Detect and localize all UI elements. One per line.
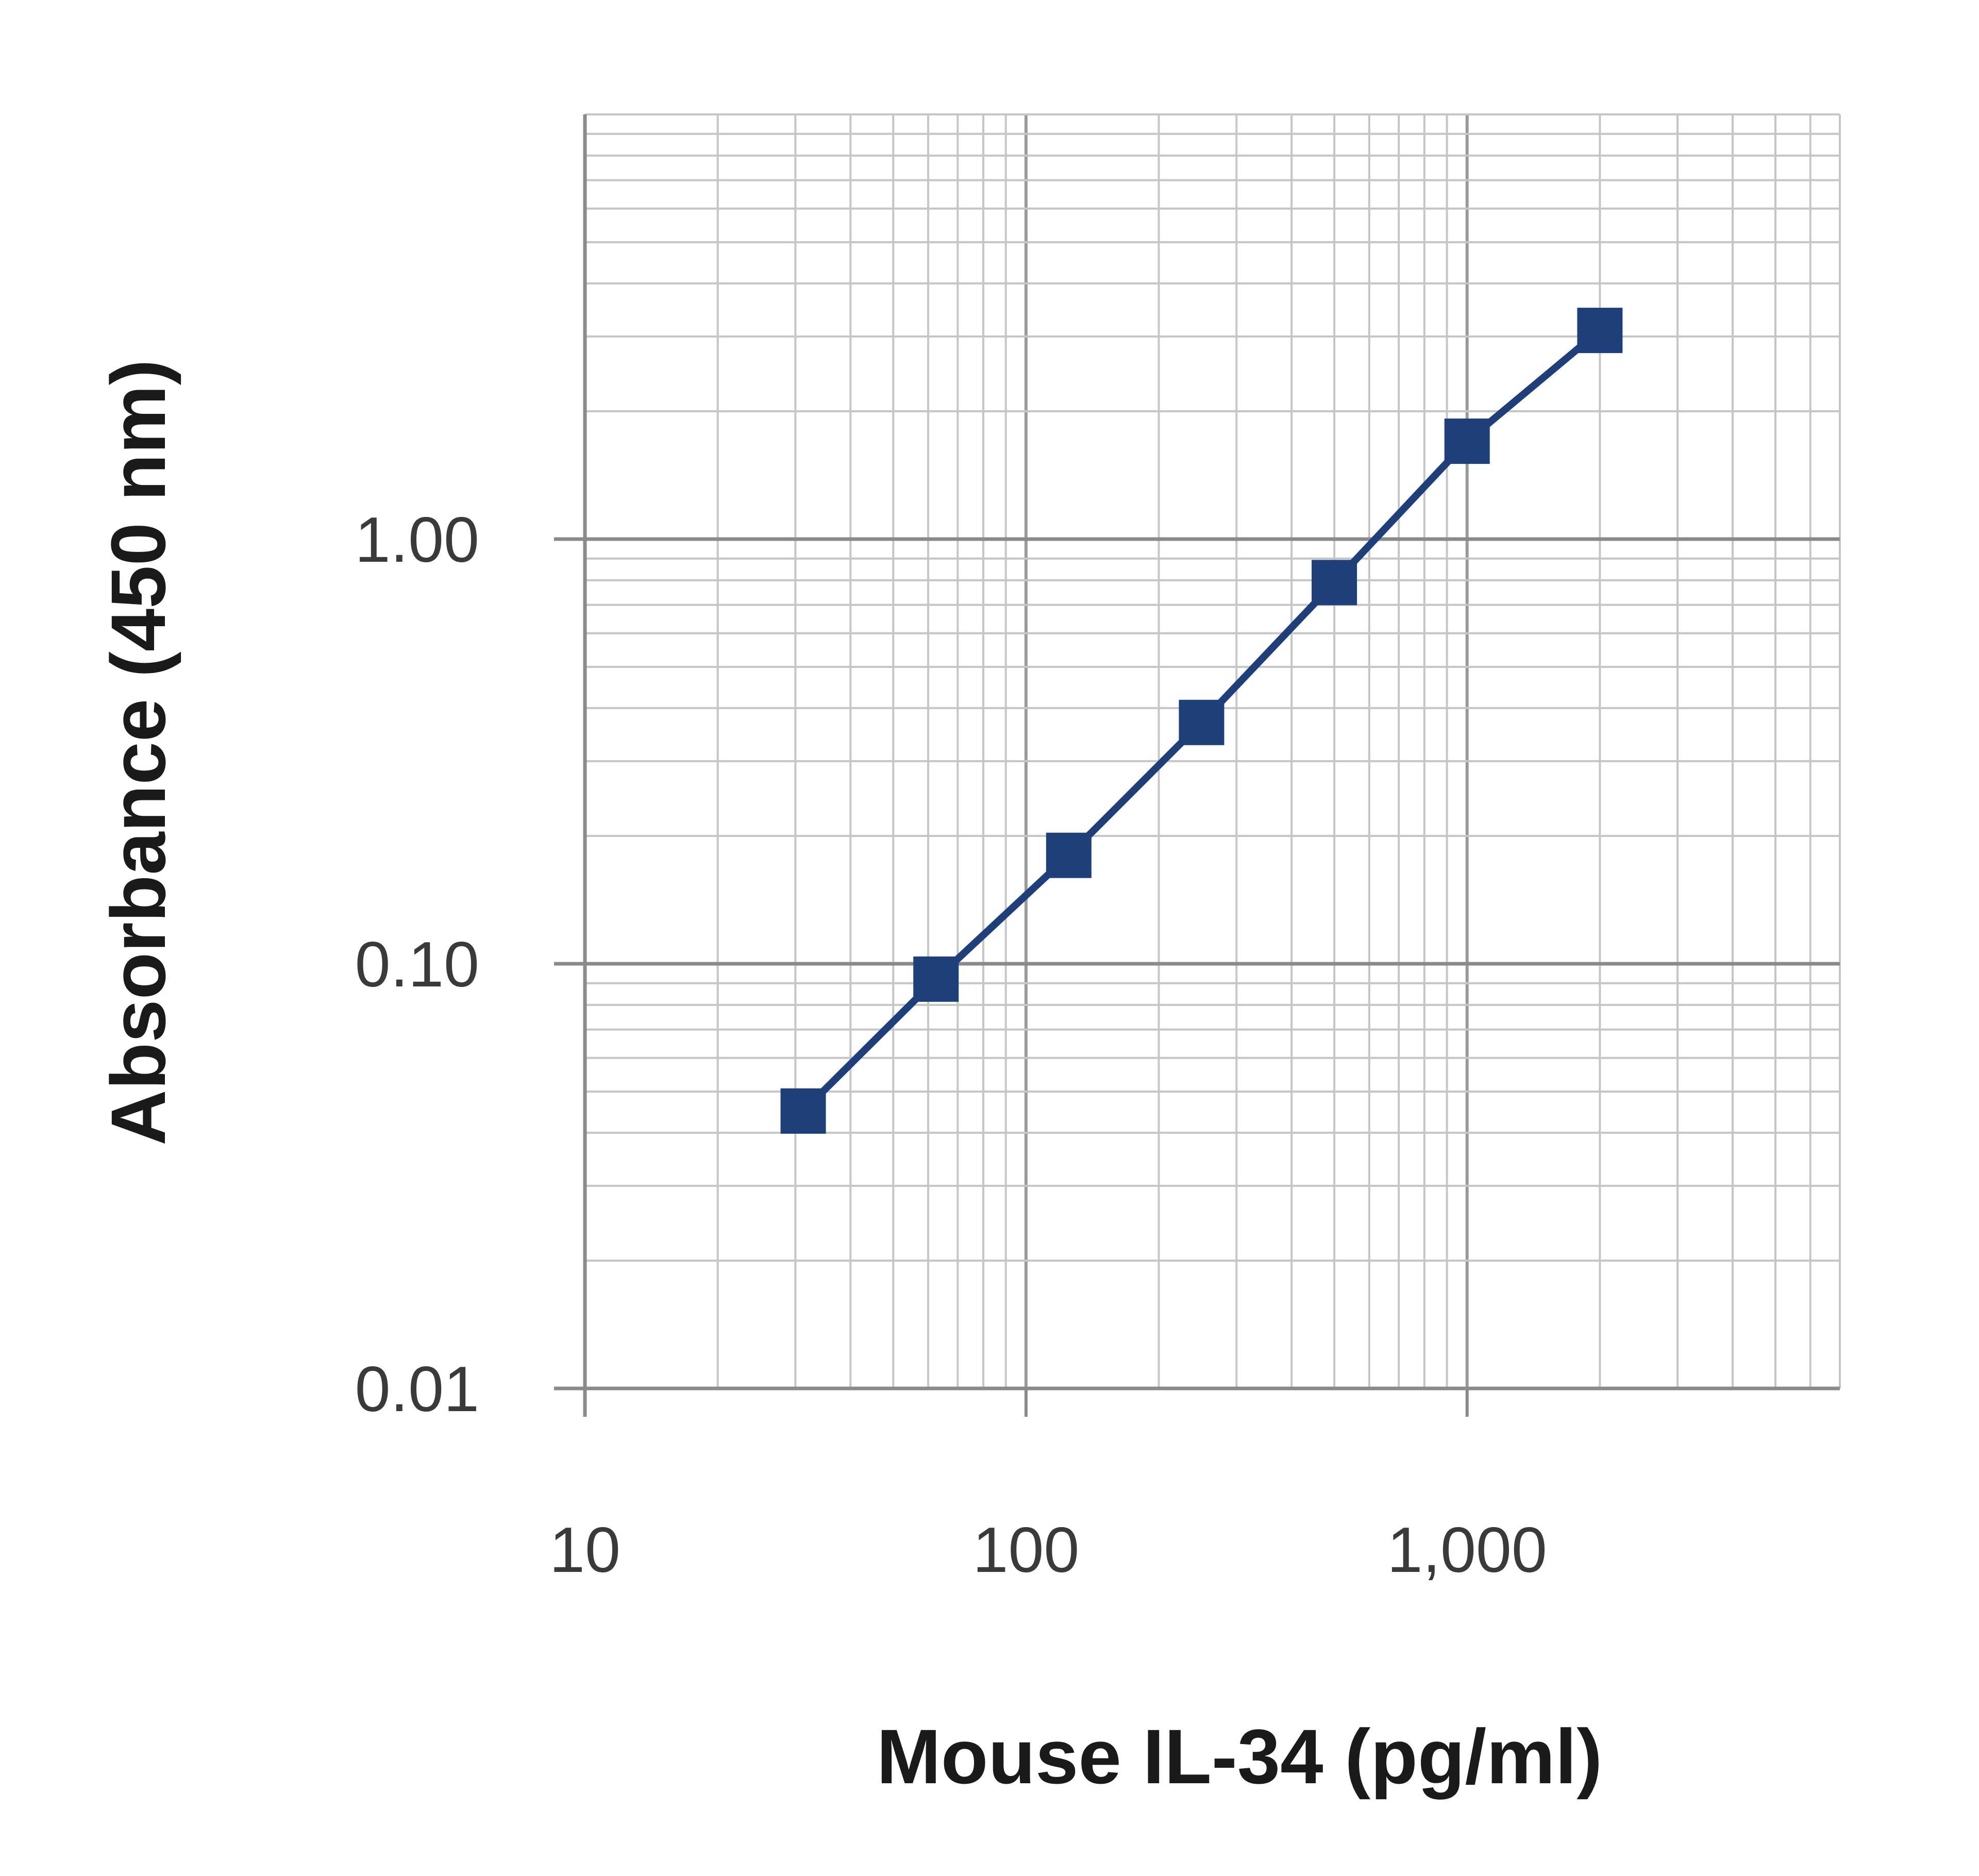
data-point <box>1577 308 1623 354</box>
data-point <box>1046 832 1092 878</box>
y-tick-label: 0.01 <box>355 1354 479 1425</box>
data-point <box>913 956 959 1002</box>
y-axis-label: Absorbance (450 nm) <box>95 359 181 1145</box>
x-tick-label: 10 <box>549 1515 620 1586</box>
y-tick-label: 0.10 <box>355 929 479 1000</box>
grid-lines <box>554 113 1841 1417</box>
x-axis-label: Mouse IL-34 (pg/ml) <box>877 1713 1602 1800</box>
x-tick-label: 100 <box>972 1515 1079 1586</box>
data-point <box>1179 699 1225 745</box>
series <box>780 308 1623 1134</box>
y-tick-label: 1.00 <box>355 505 479 576</box>
tick-labels: 10 100 1,000 0.01 0.10 1.00 <box>355 505 1547 1586</box>
data-point <box>1444 418 1490 464</box>
data-point <box>1312 560 1357 606</box>
x-tick-label: 1,000 <box>1387 1515 1547 1586</box>
data-point <box>780 1088 826 1134</box>
